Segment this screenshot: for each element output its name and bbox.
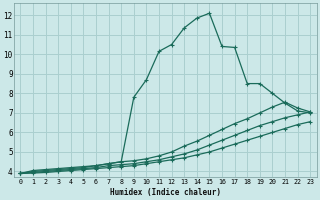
X-axis label: Humidex (Indice chaleur): Humidex (Indice chaleur) (110, 188, 221, 197)
